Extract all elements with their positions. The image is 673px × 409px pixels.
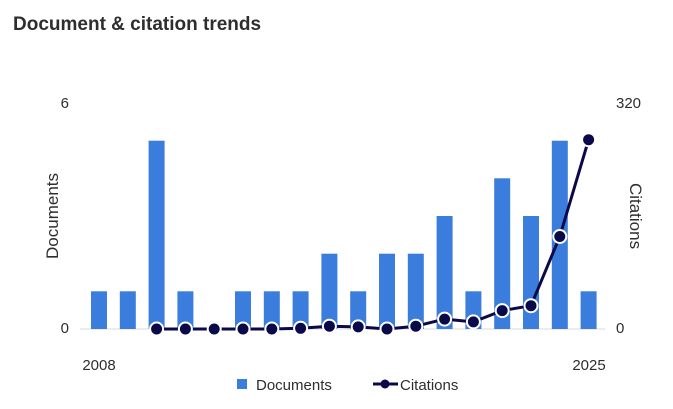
citations-point bbox=[321, 318, 337, 334]
citations-point bbox=[379, 321, 395, 337]
documents-bar bbox=[177, 291, 194, 329]
x-tick-label-last: 2025 bbox=[572, 357, 605, 374]
documents-bar bbox=[263, 291, 280, 329]
legend-documents-label: Documents bbox=[256, 377, 332, 394]
chart-title: Document & citation trends bbox=[13, 14, 262, 35]
documents-bar bbox=[321, 253, 338, 329]
y-axis-title: Documents bbox=[43, 173, 62, 259]
y-tick-label-min: 0 bbox=[61, 320, 69, 337]
citations-point bbox=[206, 321, 222, 337]
y-tick-label-max: 6 bbox=[61, 95, 69, 112]
documents-bar bbox=[91, 291, 107, 329]
documents-bar bbox=[119, 291, 136, 329]
citations-point bbox=[235, 321, 251, 337]
legend-citations-label: Citations bbox=[400, 377, 458, 394]
citations-series-line bbox=[156, 139, 591, 331]
citations-point bbox=[552, 229, 568, 244]
documents-bar bbox=[407, 253, 424, 329]
citations-point bbox=[465, 314, 481, 330]
documents-bar bbox=[379, 253, 395, 329]
documents-bar bbox=[148, 140, 165, 329]
citations-point bbox=[408, 318, 424, 334]
documents-bar bbox=[436, 216, 453, 329]
citations-point bbox=[177, 321, 193, 337]
citations-point bbox=[293, 320, 309, 336]
documents-bar bbox=[350, 291, 367, 329]
documents-bar bbox=[292, 291, 309, 329]
documents-bars bbox=[91, 140, 597, 329]
legend: Documents Citations bbox=[237, 377, 458, 394]
documents-bar bbox=[235, 291, 251, 329]
legend-citations-marker bbox=[380, 379, 390, 389]
y2-axis-title: Citations bbox=[626, 183, 645, 249]
citations-point bbox=[437, 311, 453, 327]
y2-tick-label-min: 0 bbox=[616, 320, 624, 337]
citations-point bbox=[494, 303, 510, 319]
documents-bar bbox=[494, 178, 511, 329]
x-tick-label-first: 2008 bbox=[82, 357, 115, 374]
legend-documents-swatch bbox=[237, 379, 247, 389]
citations-point bbox=[264, 321, 280, 337]
citations-point bbox=[350, 319, 366, 335]
documents-bar bbox=[580, 291, 597, 329]
citations-line bbox=[149, 132, 597, 337]
citations-point bbox=[581, 132, 597, 148]
citations-point bbox=[523, 298, 539, 314]
citations-point bbox=[149, 321, 165, 337]
y2-tick-label-max: 320 bbox=[616, 95, 641, 112]
